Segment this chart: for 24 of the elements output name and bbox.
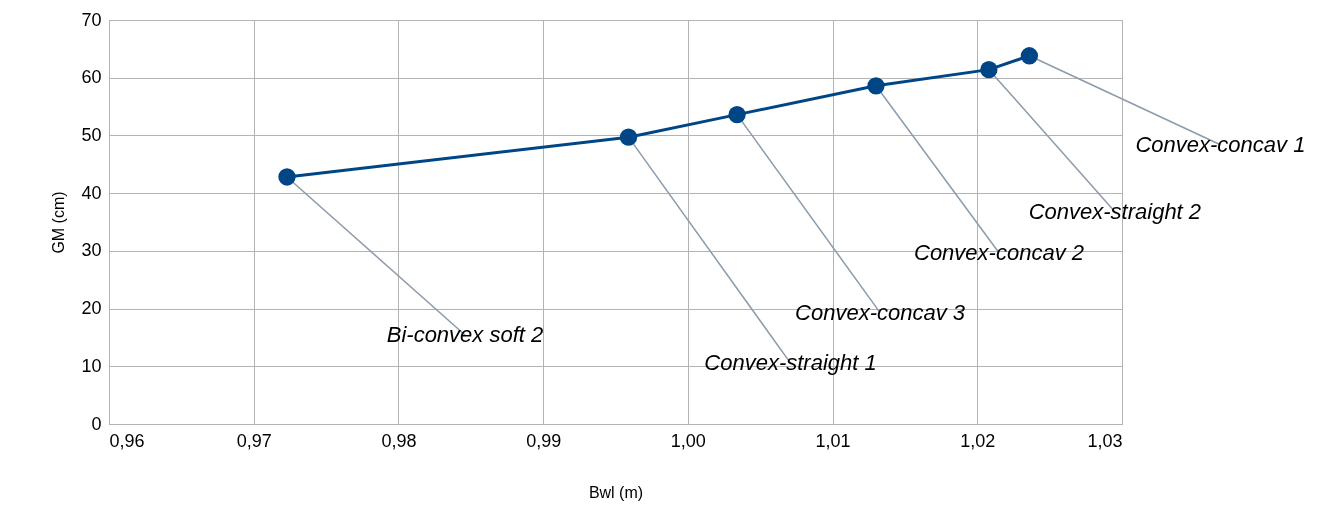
x-tick-label: 0,97 <box>236 430 272 451</box>
y-tick-label: 30 <box>81 240 102 261</box>
annotation: Convex-concav 2 <box>913 239 1084 265</box>
annotation: Convex-concav 1 <box>1135 131 1306 157</box>
y-tick-label: 40 <box>81 182 102 203</box>
x-axis-title: Bwl (m) <box>588 483 644 501</box>
x-tick-label: 1,00 <box>670 430 706 451</box>
x-tick-label: 1,01 <box>815 430 851 451</box>
x-tick-label: 1,02 <box>960 430 996 451</box>
y-tick-label: 60 <box>81 67 102 88</box>
annotation: Convex-concav 3 <box>795 299 966 325</box>
y-tick-label: 70 <box>81 9 102 30</box>
x-tick-label: 0,99 <box>526 430 562 451</box>
y-axis-title: GM (cm) <box>50 191 68 254</box>
annotation: Bi-convex soft 2 <box>386 321 544 347</box>
x-tick-label: 0,98 <box>381 430 417 451</box>
x-tick-label: 0,96 <box>109 430 145 451</box>
y-tick-label: 50 <box>81 124 102 145</box>
annotation: Convex-straight 1 <box>704 350 877 376</box>
y-tick-label: 0 <box>91 413 102 434</box>
y-tick-label: 20 <box>81 298 102 319</box>
y-tick-label: 10 <box>81 355 102 376</box>
annotation: Convex-straight 2 <box>1028 198 1202 224</box>
x-tick-label: 1,03 <box>1087 430 1123 451</box>
